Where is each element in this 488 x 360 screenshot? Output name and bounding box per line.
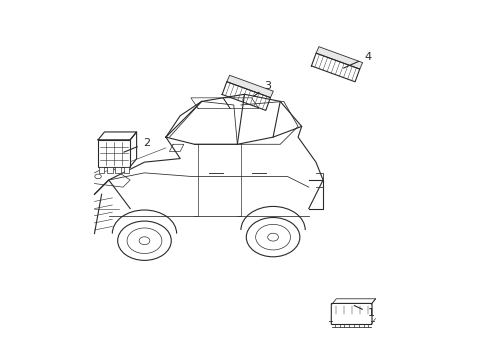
Bar	[98, 140, 130, 167]
Ellipse shape	[95, 174, 101, 179]
Text: 1: 1	[353, 306, 374, 319]
Polygon shape	[222, 82, 270, 111]
Text: 3: 3	[253, 81, 270, 96]
Ellipse shape	[118, 221, 171, 260]
Text: 4: 4	[343, 52, 370, 68]
Polygon shape	[226, 75, 273, 98]
Ellipse shape	[267, 233, 278, 241]
Bar	[107, 167, 113, 173]
Polygon shape	[311, 53, 359, 82]
Text: 2: 2	[123, 138, 149, 152]
FancyBboxPatch shape	[331, 303, 371, 324]
Bar	[115, 167, 121, 173]
Ellipse shape	[139, 237, 149, 245]
Ellipse shape	[246, 217, 299, 257]
Ellipse shape	[255, 224, 290, 250]
Ellipse shape	[127, 228, 162, 253]
Bar	[99, 167, 104, 173]
Polygon shape	[315, 47, 362, 69]
Bar	[123, 167, 129, 173]
